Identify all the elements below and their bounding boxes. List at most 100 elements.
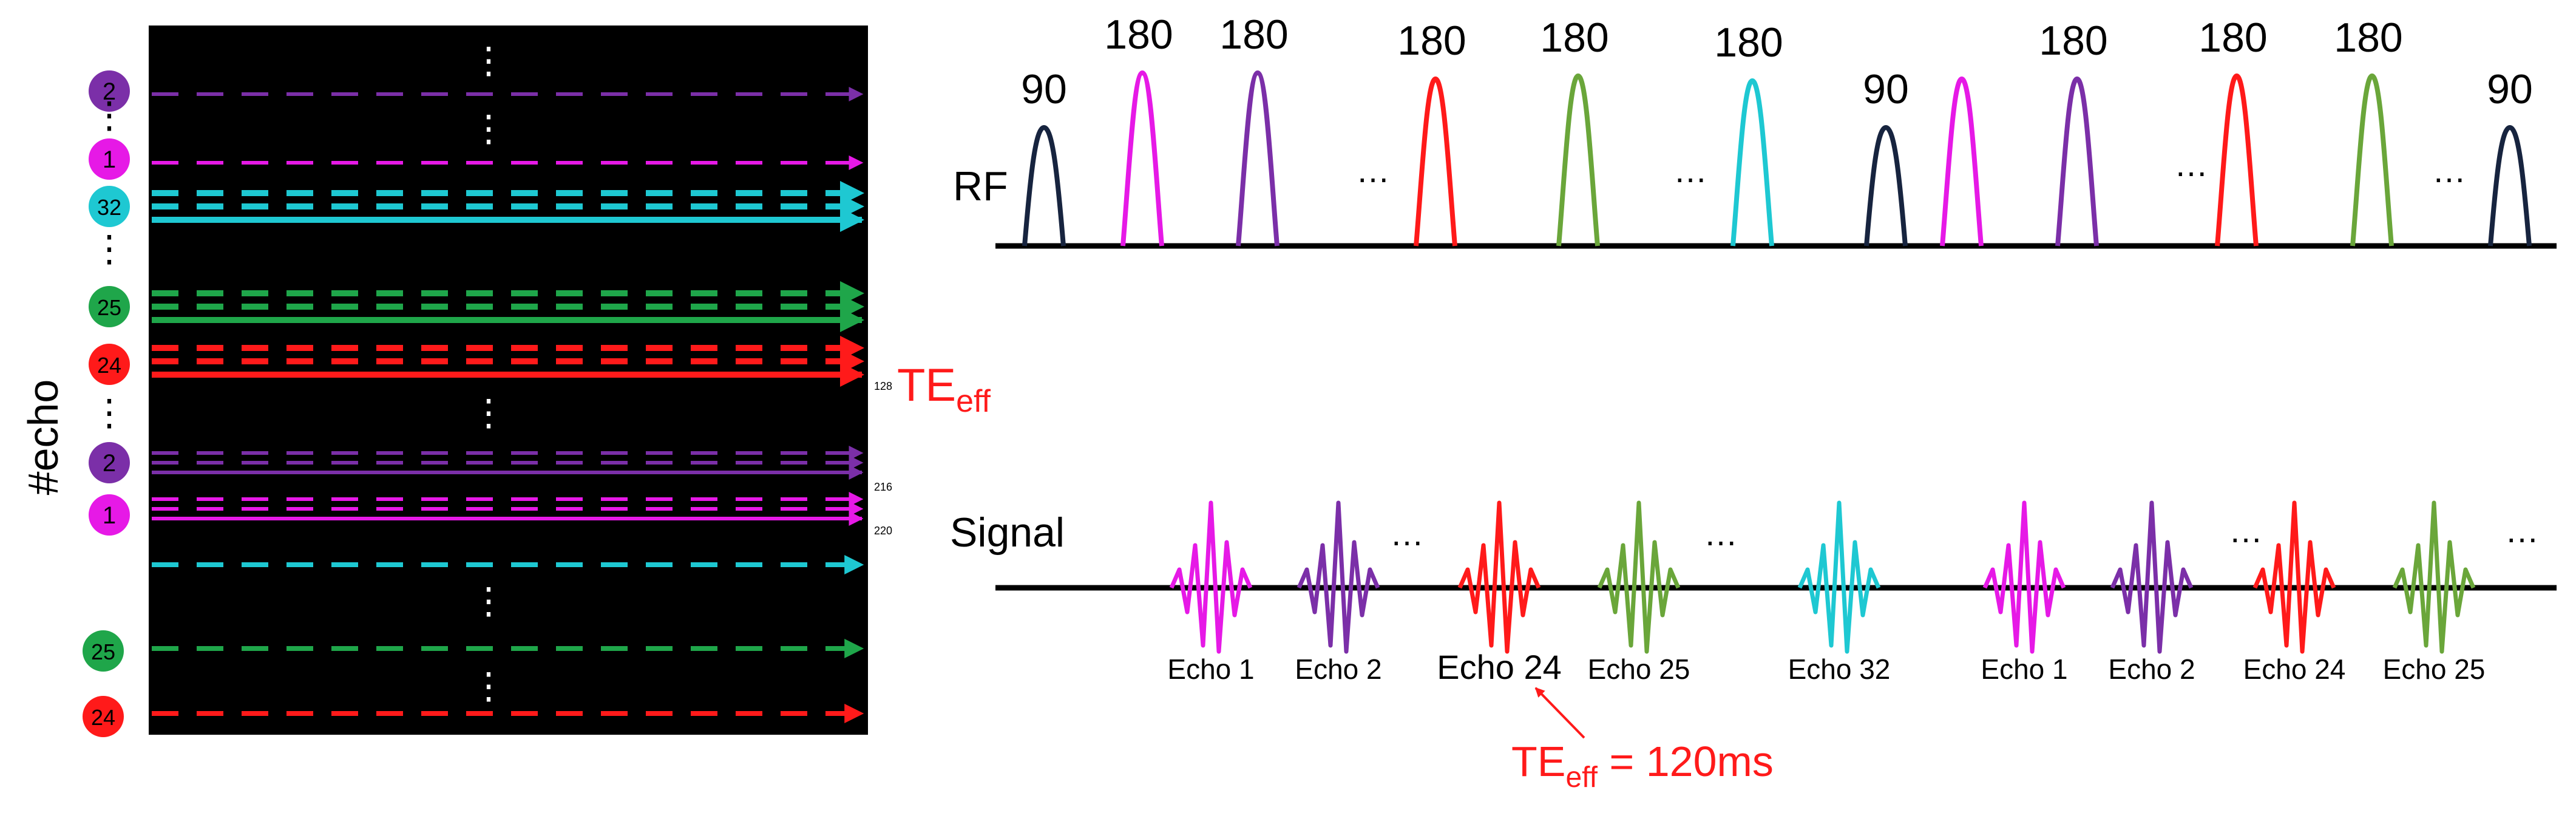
rf-pulse: 180 (1104, 12, 1173, 247)
kspace-row (152, 446, 864, 480)
echo-badge-number: 1 (103, 146, 116, 173)
te-eff-annotation: TEeff = 120ms (1511, 738, 1774, 794)
signal-echoes: Echo 1 Echo 2 Echo 24 Echo 25 Echo 32 Echo 1 E… (1167, 500, 2486, 686)
kspace-ellipsis: ⋮ (470, 392, 507, 433)
echo-badge-number: 25 (97, 295, 121, 320)
rf-ellipsis: … (2174, 145, 2208, 183)
te-text: TE (897, 359, 956, 411)
kspace-ellipsis: ⋮ (470, 666, 507, 706)
kspace-lines (152, 87, 864, 723)
kspace-row (152, 492, 864, 526)
rf-pulse: 180 (2334, 15, 2403, 247)
echo-axis-label: #echo (19, 380, 67, 495)
echo-badge-circle (89, 286, 130, 327)
signal-ellipsis: … (2229, 511, 2263, 550)
kspace-row (152, 181, 864, 232)
signal-echo: Echo 32 (1788, 500, 1891, 685)
badge-ellipsis: ⋮ (91, 228, 127, 269)
rf-pulse-shape (2350, 73, 2394, 247)
rf-ellipsis: … (1673, 151, 1707, 189)
rf-pulse: 180 (1540, 15, 1609, 247)
rf-flip-angle: 180 (1104, 12, 1173, 58)
rf-flip-angle: 90 (1021, 66, 1067, 112)
signal-echo: Echo 1 (1167, 500, 1255, 685)
badge-ellipses: ⋮ ⋮ ⋮ (91, 95, 127, 433)
rf-pulse-shape (2215, 73, 2259, 247)
te-subscript: eff (956, 384, 991, 419)
echo-waveform (2392, 500, 2476, 654)
echo-waveform (1296, 500, 1380, 654)
echo-badge: 32 (89, 186, 130, 227)
signal-ellipses: … … … … (1390, 511, 2539, 553)
rf-ellipses: … … … … (1356, 145, 2466, 189)
kspace-row (152, 336, 864, 387)
rf-flip-angle: 180 (1540, 15, 1608, 61)
echo-badge: 25 (83, 630, 124, 672)
te-eff-subscript: eff (1565, 761, 1598, 794)
echo-badge-circle (89, 186, 130, 227)
row-number-128: 128 (874, 380, 892, 392)
echo-badge-circle (83, 630, 124, 672)
rf-label: RF (953, 163, 1008, 209)
rf-pulses: 90 180 180 180 180 180 90 180 180 180 90 (1021, 12, 2533, 247)
echo-waveform (1797, 500, 1881, 654)
echo-waveform (1597, 500, 1681, 654)
signal-label: Signal (950, 509, 1065, 556)
rf-pulse: 90 (1021, 66, 1067, 247)
rf-pulse-shape (1120, 70, 1164, 247)
rf-pulse-shape (2488, 124, 2532, 247)
echo-badge-number: 2 (103, 78, 116, 105)
rf-pulse-shape (1022, 124, 1066, 247)
echo-badge-number: 25 (91, 639, 115, 664)
rf-pulse-shape (1236, 70, 1280, 247)
echo-badge-circle (89, 494, 130, 536)
signal-ellipsis: … (1390, 514, 1424, 553)
echo-label: Echo 1 (1167, 653, 1254, 685)
rf-pulse: 180 (2198, 15, 2268, 247)
echo-badge-circle (89, 138, 130, 180)
echo-badge: 24 (89, 344, 130, 385)
echo-badge: 25 (89, 286, 130, 327)
rf-flip-angle: 180 (1714, 19, 1783, 66)
echo-badge-circle (89, 70, 130, 112)
echo-badge-circle (89, 344, 130, 385)
echo-badge-number: 1 (103, 502, 116, 529)
rf-flip-angle: 180 (1219, 12, 1288, 58)
signal-echo: Echo 25 (1588, 500, 1690, 685)
kspace-ellipses: ⋮ ⋮ ⋮ ⋮ ⋮ (470, 40, 507, 706)
rf-pulse: 180 (1219, 12, 1289, 247)
echo-waveform (1169, 500, 1253, 654)
kspace-ellipsis: ⋮ (470, 40, 507, 81)
rf-pulse (1940, 76, 1984, 247)
echo-label: Echo 32 (1788, 653, 1891, 685)
echo-badge: 24 (83, 696, 124, 737)
kspace-ellipsis: ⋮ (470, 581, 507, 621)
echo-badge-number: 32 (97, 195, 121, 220)
rf-pulse-shape (1940, 76, 1984, 247)
rf-ellipsis: … (1356, 151, 1390, 189)
echo-waveform (1457, 500, 1541, 654)
badge-ellipsis: ⋮ (91, 95, 127, 135)
echo-label: Echo 1 (1981, 653, 2067, 685)
rf-flip-angle: 180 (2039, 18, 2107, 64)
rf-flip-angle: 180 (2334, 15, 2402, 61)
rf-flip-angle: 180 (1397, 18, 1466, 64)
rf-flip-angle: 180 (2198, 15, 2267, 61)
echo-label: Echo 25 (2383, 653, 2486, 685)
echo-label: Echo 2 (2108, 653, 2195, 685)
rf-pulse: 90 (1863, 66, 1909, 247)
rf-flip-angle: 90 (2487, 66, 2533, 112)
signal-echo: Echo 2 (1295, 500, 1382, 685)
echo-waveform (2252, 500, 2336, 654)
echo-badge-number: 24 (97, 353, 121, 378)
row-number-216: 216 (874, 481, 892, 493)
te-eff-kspace-label: TEeff (897, 359, 991, 419)
rf-pulse: 180 (1714, 19, 1783, 247)
kspace-ellipsis: ⋮ (470, 108, 507, 149)
echo-badge: 1 (89, 138, 130, 180)
signal-ellipsis: … (2505, 511, 2539, 550)
te-eff-value: = 120ms (1598, 738, 1774, 785)
rf-pulse-shape (1556, 73, 1600, 247)
rf-pulse-shape (2055, 76, 2099, 247)
